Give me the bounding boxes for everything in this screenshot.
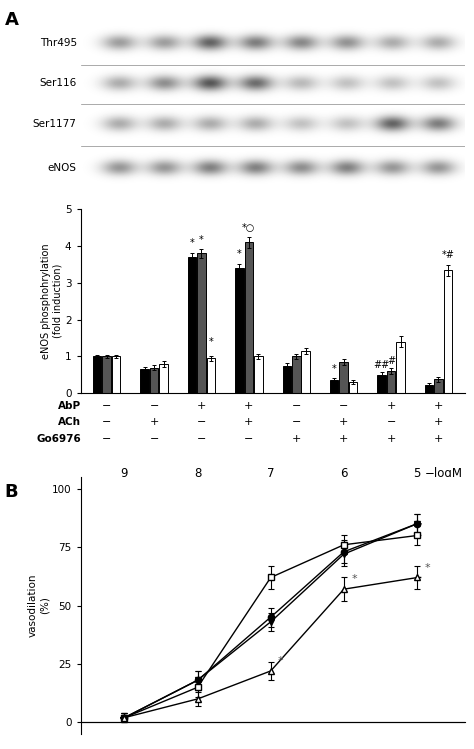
Text: *: * [424, 562, 430, 573]
Bar [434, 379, 443, 393]
Text: Ser1177: Ser1177 [33, 119, 77, 129]
Bar [425, 385, 433, 393]
Y-axis label: vasodilation
(%): vasodilation (%) [27, 574, 49, 637]
Text: −: − [149, 434, 159, 444]
Bar [330, 380, 338, 393]
Bar [377, 374, 386, 393]
Text: B: B [5, 483, 18, 501]
Bar [93, 357, 101, 393]
Text: #: # [387, 356, 395, 366]
Text: Thr495: Thr495 [40, 37, 77, 48]
Text: +: + [244, 401, 254, 411]
Text: −: − [386, 417, 396, 427]
Bar [140, 369, 149, 393]
Text: *: * [237, 249, 242, 259]
Text: +: + [339, 417, 348, 427]
Bar [301, 351, 310, 393]
Text: −: − [149, 401, 159, 411]
Text: −: − [102, 401, 111, 411]
Text: *○: *○ [242, 223, 255, 233]
Text: −: − [102, 434, 111, 444]
Text: *: * [278, 656, 283, 667]
Text: 8: 8 [194, 467, 201, 479]
Bar [159, 364, 168, 393]
Bar [150, 368, 158, 393]
Text: 7: 7 [267, 467, 274, 479]
Text: 9: 9 [121, 467, 128, 479]
Bar [207, 358, 215, 393]
Bar [188, 257, 196, 393]
Text: *: * [332, 364, 337, 374]
Bar [444, 270, 452, 393]
Text: ##: ## [374, 360, 390, 370]
Bar [112, 357, 120, 393]
Text: −: − [339, 401, 348, 411]
Bar [349, 382, 357, 393]
Bar [245, 243, 253, 393]
Text: Ser116: Ser116 [39, 78, 77, 88]
Text: AbP: AbP [58, 401, 81, 411]
Text: eNOS: eNOS [48, 163, 77, 173]
Bar [292, 357, 301, 393]
Text: *: * [190, 238, 194, 249]
Bar [387, 372, 395, 393]
Bar [235, 268, 244, 393]
Text: +: + [386, 434, 396, 444]
Text: −logM: −logM [424, 467, 462, 479]
Text: 5: 5 [413, 467, 420, 479]
Text: *: * [209, 336, 213, 347]
Text: −: − [292, 417, 301, 427]
Bar [102, 357, 111, 393]
Text: +: + [386, 401, 396, 411]
Text: *: * [199, 234, 204, 245]
Text: +: + [339, 434, 348, 444]
Bar [254, 357, 263, 393]
Text: A: A [5, 11, 18, 29]
Text: +: + [149, 417, 159, 427]
Text: −: − [197, 417, 206, 427]
Text: +: + [434, 434, 443, 444]
Text: 6: 6 [340, 467, 347, 479]
Text: *: * [351, 574, 357, 584]
Text: −: − [197, 434, 206, 444]
Text: −: − [244, 434, 254, 444]
Bar [339, 362, 348, 393]
Bar [197, 253, 206, 393]
Text: −: − [102, 417, 111, 427]
Text: *#: *# [441, 250, 455, 260]
Text: +: + [434, 401, 443, 411]
Bar [396, 342, 405, 393]
Text: +: + [434, 417, 443, 427]
Text: −: − [292, 401, 301, 411]
Text: +: + [197, 401, 206, 411]
Text: ACh: ACh [58, 417, 81, 427]
Bar [283, 366, 291, 393]
Text: +: + [244, 417, 254, 427]
Text: +: + [292, 434, 301, 444]
Text: Go6976: Go6976 [36, 434, 81, 444]
Y-axis label: eNOS phosphohrylation
(fold induction): eNOS phosphohrylation (fold induction) [41, 243, 62, 359]
